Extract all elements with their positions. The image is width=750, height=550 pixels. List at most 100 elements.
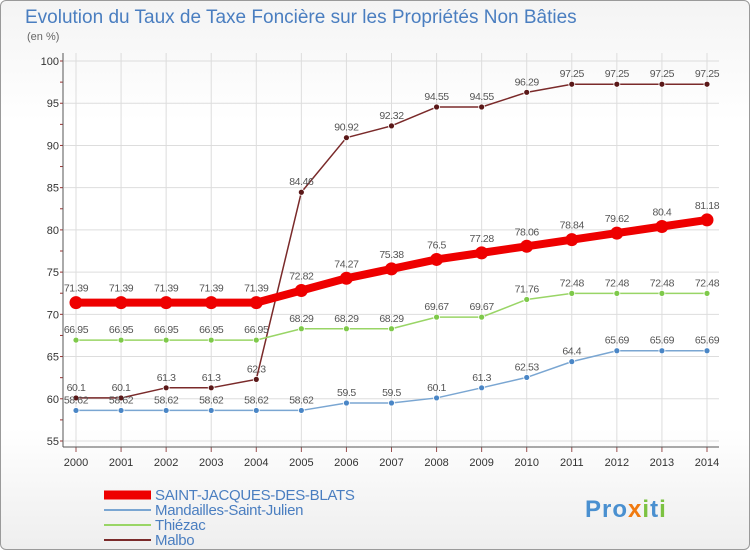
point-mandailles-saint-julien-2005: [297, 407, 305, 414]
y-tick-label: 75: [47, 267, 59, 279]
data-label-mandailles-saint-julien-2004: 58.62: [244, 394, 269, 406]
point-saint-jacques-des-blats-2010: [520, 239, 534, 253]
point-thiezac-2004: [252, 336, 260, 344]
point-mandailles-saint-julien-2014: [703, 347, 711, 355]
data-label-saint-jacques-des-blats-2008: 76.5: [427, 239, 446, 251]
data-label-mandailles-saint-julien-2014: 65.69: [695, 335, 720, 347]
point-malbo-2000: [72, 394, 80, 402]
y-tick-label: 85: [47, 183, 59, 195]
data-label-thiezac-2011: 72.48: [560, 277, 585, 289]
x-tick-label: 2000: [64, 457, 88, 469]
point-mandailles-saint-julien-2008: [433, 394, 440, 402]
data-label-malbo-2005: 84.46: [289, 176, 314, 188]
data-label-thiezac-2003: 66.95: [199, 324, 224, 336]
x-tick-label: 2007: [379, 457, 403, 469]
data-label-mandailles-saint-julien-2011: 64.4: [562, 346, 581, 358]
point-saint-jacques-des-blats-2002: [159, 296, 173, 310]
axes: 55 60 65 70 75 80 85 90 95 100 2000 2001 2002 2003 200…: [41, 53, 719, 469]
point-thiezac-2011: [568, 289, 576, 297]
y-tick-label: 70: [47, 309, 59, 321]
data-label-saint-jacques-des-blats-2012: 79.62: [605, 213, 630, 225]
data-label-malbo-2002: 61.3: [157, 372, 176, 384]
point-saint-jacques-des-blats-2007: [385, 262, 398, 276]
data-label-saint-jacques-des-blats-2007: 75.38: [379, 249, 404, 261]
x-tick-label: 2011: [560, 457, 584, 469]
point-mandailles-saint-julien-2011: [568, 358, 576, 366]
chart-title: Evolution du Taux de Taxe Foncière sur l…: [25, 7, 577, 28]
point-malbo-2009: [478, 103, 486, 111]
x-tick-label: 2013: [650, 457, 674, 469]
data-label-malbo-2006: 90.92: [334, 122, 359, 134]
point-thiezac-2006: [343, 325, 350, 333]
legend-label-saint-jacques-des-blats: SAINT-JACQUES-DES-BLATS: [155, 487, 355, 504]
data-label-saint-jacques-des-blats-2013: 80.4: [653, 207, 672, 219]
data-label-malbo-2004: 62.3: [247, 363, 266, 375]
point-mandailles-saint-julien-2001: [117, 407, 125, 414]
unit-label: (en %): [27, 31, 59, 43]
point-saint-jacques-des-blats-2001: [114, 296, 128, 310]
point-malbo-2011: [568, 80, 576, 88]
data-label-saint-jacques-des-blats-2002: 71.39: [154, 283, 179, 295]
data-label-thiezac-2014: 72.48: [695, 277, 720, 289]
data-label-mandailles-saint-julien-2010: 62.53: [515, 361, 540, 373]
data-label-malbo-2011: 97.25: [560, 68, 585, 80]
point-mandailles-saint-julien-2009: [478, 384, 486, 392]
point-malbo-2006: [343, 134, 350, 142]
x-tick-label: 2012: [605, 457, 629, 469]
x-tick-label: 2014: [695, 457, 719, 469]
data-label-mandailles-saint-julien-2008: 60.1: [427, 382, 446, 394]
point-thiezac-2014: [703, 289, 711, 297]
point-malbo-2001: [117, 394, 125, 402]
point-thiezac-2012: [613, 289, 621, 297]
data-label-malbo-2000: 60.1: [67, 382, 86, 394]
y-tick-label: 55: [47, 436, 59, 448]
legend: SAINT-JACQUES-DES-BLATSMandailles-Saint-…: [104, 487, 355, 549]
point-saint-jacques-des-blats-2012: [610, 226, 624, 240]
point-mandailles-saint-julien-2010: [523, 374, 531, 381]
point-thiezac-2001: [117, 336, 125, 344]
point-malbo-2010: [523, 88, 531, 96]
data-label-thiezac-2004: 66.95: [244, 324, 269, 336]
data-label-thiezac-2001: 66.95: [109, 324, 134, 336]
point-mandailles-saint-julien-2007: [388, 399, 395, 407]
data-label-malbo-2010: 96.29: [515, 76, 540, 88]
point-saint-jacques-des-blats-2014: [700, 213, 714, 227]
proxiti-logo: Proxiti: [585, 496, 666, 523]
data-label-mandailles-saint-julien-2001: 58.62: [109, 394, 134, 406]
y-tick-label: 90: [47, 140, 59, 152]
point-malbo-2008: [433, 103, 440, 111]
data-label-thiezac-2013: 72.48: [650, 277, 675, 289]
data-label-mandailles-saint-julien-2002: 58.62: [154, 394, 179, 406]
x-tick-label: 2002: [154, 457, 178, 469]
legend-label-thiezac: Thiézac: [155, 517, 206, 534]
point-saint-jacques-des-blats-2009: [475, 246, 489, 260]
data-label-thiezac-2007: 68.29: [379, 313, 404, 325]
data-label-mandailles-saint-julien-2003: 58.62: [199, 394, 224, 406]
data-label-saint-jacques-des-blats-2010: 78.06: [515, 226, 540, 238]
data-label-mandailles-saint-julien-2013: 65.69: [650, 335, 675, 347]
data-label-saint-jacques-des-blats-2014: 81.18: [695, 200, 720, 212]
grid: [64, 53, 719, 447]
data-label-malbo-2008: 94.55: [424, 91, 449, 103]
point-mandailles-saint-julien-2003: [207, 407, 215, 414]
data-label-malbo-2007: 92.32: [379, 110, 404, 122]
data-label-saint-jacques-des-blats-2001: 71.39: [109, 283, 134, 295]
point-mandailles-saint-julien-2002: [162, 407, 170, 414]
point-thiezac-2002: [162, 336, 170, 344]
data-label-mandailles-saint-julien-2009: 61.3: [472, 372, 491, 384]
y-tick-label: 100: [41, 56, 59, 68]
x-tick-label: 2001: [109, 457, 133, 469]
data-label-malbo-2001: 60.1: [112, 382, 131, 394]
data-label-thiezac-2006: 68.29: [334, 313, 359, 325]
data-label-malbo-2009: 94.55: [470, 91, 495, 103]
x-tick-label: 2010: [514, 457, 538, 469]
data-label-thiezac-2010: 71.76: [515, 283, 540, 295]
point-saint-jacques-des-blats-2003: [204, 296, 218, 310]
point-saint-jacques-des-blats-2004: [249, 296, 263, 310]
x-tick-label: 2009: [469, 457, 493, 469]
point-thiezac-2008: [433, 313, 440, 321]
x-tick-label: 2008: [424, 457, 448, 469]
data-label-mandailles-saint-julien-2007: 59.5: [382, 387, 401, 399]
x-tick-label: 2005: [289, 457, 313, 469]
